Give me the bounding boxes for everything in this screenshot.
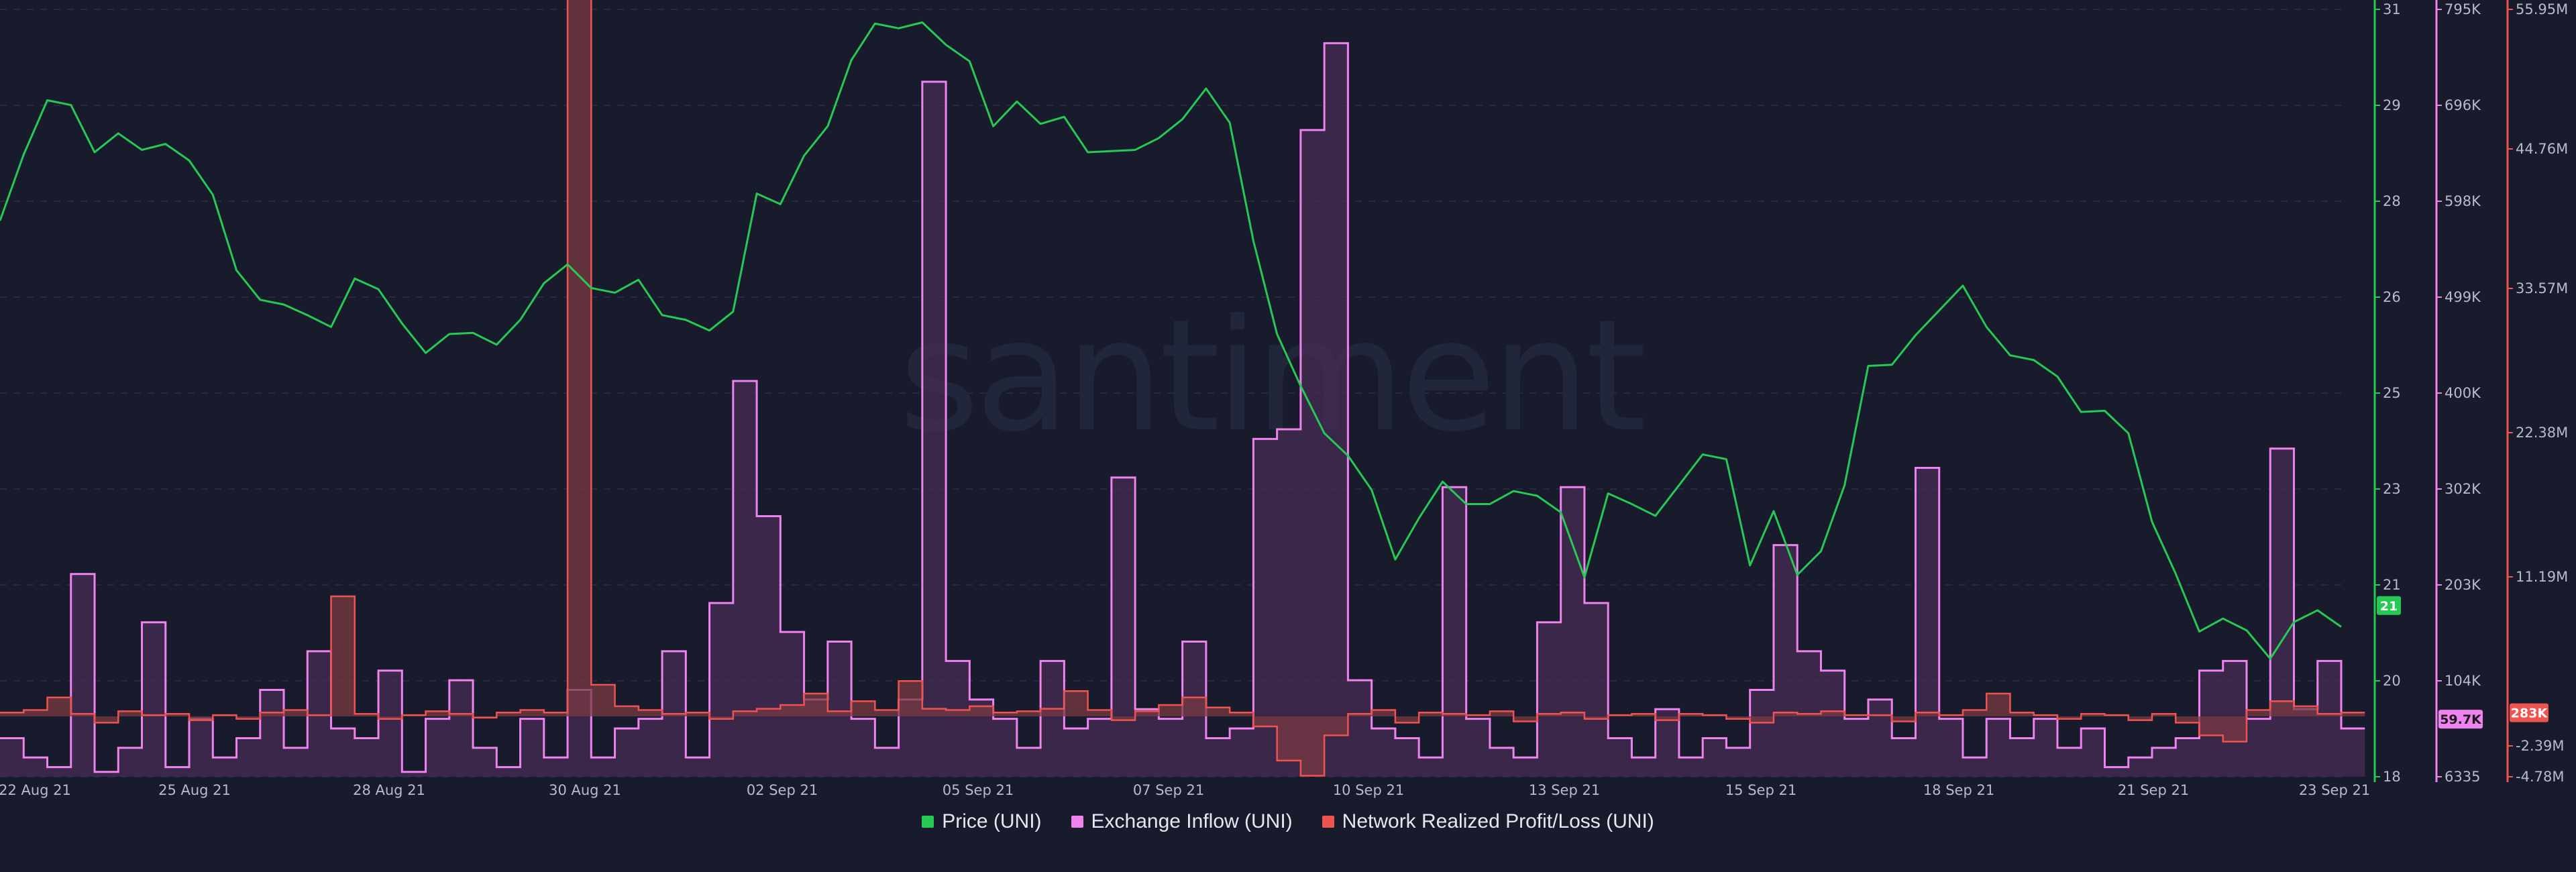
x-tick-label: 02 Sep 21 xyxy=(747,782,818,798)
axis-tick-label-inflow: 203K xyxy=(2445,577,2481,593)
x-tick-label: 10 Sep 21 xyxy=(1333,782,1404,798)
axis-tick-label-price: 28 xyxy=(2383,193,2401,209)
series-price xyxy=(0,21,2342,660)
legend-swatch-network-realized-pnl xyxy=(1322,816,1334,828)
legend-label-exchange-inflow: Exchange Inflow (UNI) xyxy=(1091,810,1293,832)
x-tick-label: 13 Sep 21 xyxy=(1529,782,1600,798)
axis-tick-label-pnl: 22.38M xyxy=(2516,425,2568,441)
axis-tick-label-price: 25 xyxy=(2383,385,2401,401)
inflow-line xyxy=(0,42,2365,773)
legend-swatch-exchange-inflow xyxy=(1071,816,1083,828)
axis-tick-label-price: 20 xyxy=(2383,673,2401,689)
axis-tick-label-inflow: 6335 xyxy=(2445,769,2480,785)
axis-tick-label-price: 29 xyxy=(2383,97,2401,113)
axis-tick-label-inflow: 302K xyxy=(2445,481,2481,497)
badge-value-inflow: 59.7K xyxy=(2440,712,2482,727)
series-network-realized-pnl xyxy=(0,0,2365,777)
axis-tick-label-inflow: 598K xyxy=(2445,193,2481,209)
axis-tick-label-price: 21 xyxy=(2383,577,2401,593)
axis-tick-label-price: 18 xyxy=(2383,769,2401,785)
axis-tick-label-inflow: 795K xyxy=(2445,1,2481,17)
x-tick-label: 25 Aug 21 xyxy=(158,782,231,798)
badge-price xyxy=(2377,596,2401,615)
axis-tick-label-price: 31 xyxy=(2383,1,2401,17)
legend-item-network-realized-pnl[interactable]: Network Realized Profit/Loss (UNI) xyxy=(1322,810,1654,833)
axis-tick-label-pnl: 33.57M xyxy=(2516,280,2568,296)
x-tick-label: 15 Sep 21 xyxy=(1725,782,1796,798)
axis-tick-label-pnl: -4.78M xyxy=(2516,769,2564,785)
x-tick-label: 18 Sep 21 xyxy=(1923,782,1994,798)
x-tick-label: 23 Sep 21 xyxy=(2299,782,2370,798)
legend-item-price[interactable]: Price (UNI) xyxy=(922,810,1042,833)
series-exchange-inflow xyxy=(0,42,2365,777)
price-line xyxy=(0,21,2342,660)
x-tick-label: 05 Sep 21 xyxy=(943,782,1014,798)
badge-value-price: 21 xyxy=(2380,599,2398,614)
axis-tick-label-inflow: 696K xyxy=(2445,97,2481,113)
x-tick-label: 28 Aug 21 xyxy=(353,782,425,798)
legend-item-exchange-inflow[interactable]: Exchange Inflow (UNI) xyxy=(1071,810,1293,833)
axis-tick-label-pnl: 44.76M xyxy=(2516,141,2568,157)
axis-tick-label-price: 26 xyxy=(2383,289,2401,305)
x-axis: 22 Aug 21 25 Aug 21 28 Aug 21 30 Aug 21 02 S… xyxy=(0,782,2370,798)
axis-tick-label-inflow: 400K xyxy=(2445,385,2481,401)
legend: Price (UNI) Exchange Inflow (UNI) Networ… xyxy=(0,810,2576,833)
axis-tick-label-inflow: 104K xyxy=(2445,673,2481,689)
badge-value-pnl: 283K xyxy=(2511,706,2548,721)
x-tick-label: 30 Aug 21 xyxy=(549,782,621,798)
axis-tick-label-inflow: 499K xyxy=(2445,289,2481,305)
x-tick-label: 07 Sep 21 xyxy=(1133,782,1204,798)
legend-label-network-realized-pnl: Network Realized Profit/Loss (UNI) xyxy=(1342,810,1654,832)
axis-tick-label-price: 23 xyxy=(2383,481,2401,497)
x-tick-label: 22 Aug 21 xyxy=(0,782,71,798)
axes: 31 29 28 26 25 23 21 20 18 795K 696K 598K 499K 400K 30… xyxy=(2373,0,2568,785)
legend-label-price: Price (UNI) xyxy=(942,810,1042,832)
legend-swatch-price xyxy=(922,816,934,828)
badge-inflow xyxy=(2438,710,2483,729)
axis-tick-label-pnl: -2.39M xyxy=(2516,738,2564,754)
current-value-badges: 21 59.7K 283K xyxy=(2377,596,2548,729)
x-tick-label: 21 Sep 21 xyxy=(2118,782,2189,798)
axis-tick-label-pnl: 11.19M xyxy=(2516,569,2568,585)
pnl-line xyxy=(0,0,2365,777)
axis-tick-label-pnl: 55.95M xyxy=(2516,1,2568,17)
badge-pnl xyxy=(2510,703,2548,722)
